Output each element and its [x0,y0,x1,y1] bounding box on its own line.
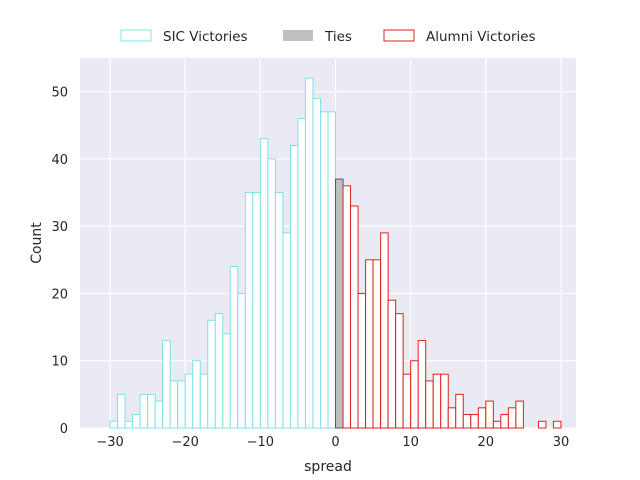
bar-sic-victories [222,333,231,429]
bar-sic-victories [327,111,337,429]
legend: SIC Victories Ties Alumni Victories [120,29,536,45]
bar-sic-victories [124,420,134,429]
bar-sic-victories [252,192,261,429]
x-tick-label: −30 [96,435,123,450]
y-tick-label: 30 [51,220,68,235]
bars [109,77,562,429]
bar-sic-victories [244,192,254,429]
bar-sic-victories [312,97,321,429]
bar-sic-victories [274,192,284,429]
bar-sic-victories [154,400,164,429]
bar-alumni-victories [537,420,547,429]
series-sic-victories [109,77,337,429]
bar-alumni-victories [410,360,419,429]
bar-alumni-victories [432,373,442,429]
bar-alumni-victories [500,414,509,429]
bar-alumni-victories [402,373,412,429]
legend-swatch-ties [283,30,313,41]
bar-sic-victories [169,380,179,429]
bar-sic-victories [297,118,306,429]
bar-alumni-victories [380,232,389,429]
bar-alumni-victories [395,313,404,429]
x-tick-label: −10 [247,435,274,450]
bar-alumni-victories [507,407,517,429]
bar-sic-victories [117,393,126,429]
bar-alumni-victories [477,407,487,429]
bar-sic-victories [229,266,239,429]
series-ties [335,178,344,429]
bar-alumni-victories [417,340,427,429]
bar-sic-victories [319,111,329,429]
y-tick-label: 20 [51,287,68,302]
bar-sic-victories [259,138,269,429]
bar-alumni-victories [492,420,502,429]
bar-sic-victories [237,292,246,429]
bar-sic-victories [184,373,194,429]
bar-ties [335,178,344,429]
y-axis-label: Count [29,222,45,264]
bar-sic-victories [214,313,224,429]
legend-label-alumni-victories: Alumni Victories [426,29,536,45]
bar-alumni-victories [440,373,449,429]
bar-sic-victories [109,420,119,429]
legend-swatch-sic-victories [120,29,152,42]
bar-alumni-victories [455,393,464,429]
bar-sic-victories [199,373,209,429]
bar-alumni-victories [365,259,374,429]
x-tick-label: 20 [478,435,495,450]
bar-sic-victories [132,414,141,429]
bar-sic-victories [147,393,156,429]
bar-alumni-victories [462,414,472,429]
y-tick-label: 50 [51,86,68,101]
x-axis-label: spread [304,459,352,475]
y-tick-label: 0 [60,422,68,437]
bar-sic-victories [177,380,186,429]
bar-alumni-victories [350,205,359,429]
y-tick-label: 40 [51,153,68,168]
x-tick-label: −20 [171,435,198,450]
series-alumni-victories [342,185,562,429]
bar-alumni-victories [372,259,382,429]
bar-alumni-victories [387,299,397,429]
y-tick-label: 10 [51,355,68,370]
bar-alumni-victories [552,420,562,429]
bar-sic-victories [192,360,201,429]
bar-alumni-victories [485,400,494,429]
tick-labels: −30 −20 −10 0 10 20 30 0 10 20 30 40 50 [51,86,569,450]
legend-label-ties: Ties [324,29,352,45]
x-tick-label: 10 [402,435,419,450]
bar-sic-victories [139,393,149,429]
x-tick-label: 0 [331,435,339,450]
bar-sic-victories [162,340,171,429]
bar-alumni-victories [357,292,367,429]
legend-label-sic-victories: SIC Victories [163,29,248,45]
bar-sic-victories [304,77,314,429]
bar-alumni-victories [470,414,479,429]
bar-sic-victories [289,144,299,429]
bar-alumni-victories [447,407,457,429]
bar-alumni-victories [515,400,524,429]
bar-sic-victories [282,232,291,429]
x-tick-label: 30 [553,435,570,450]
legend-swatch-alumni-victories [383,29,415,42]
bar-alumni-victories [342,185,352,429]
bar-sic-victories [267,158,276,429]
bar-sic-victories [207,319,216,429]
bar-alumni-victories [425,380,434,429]
